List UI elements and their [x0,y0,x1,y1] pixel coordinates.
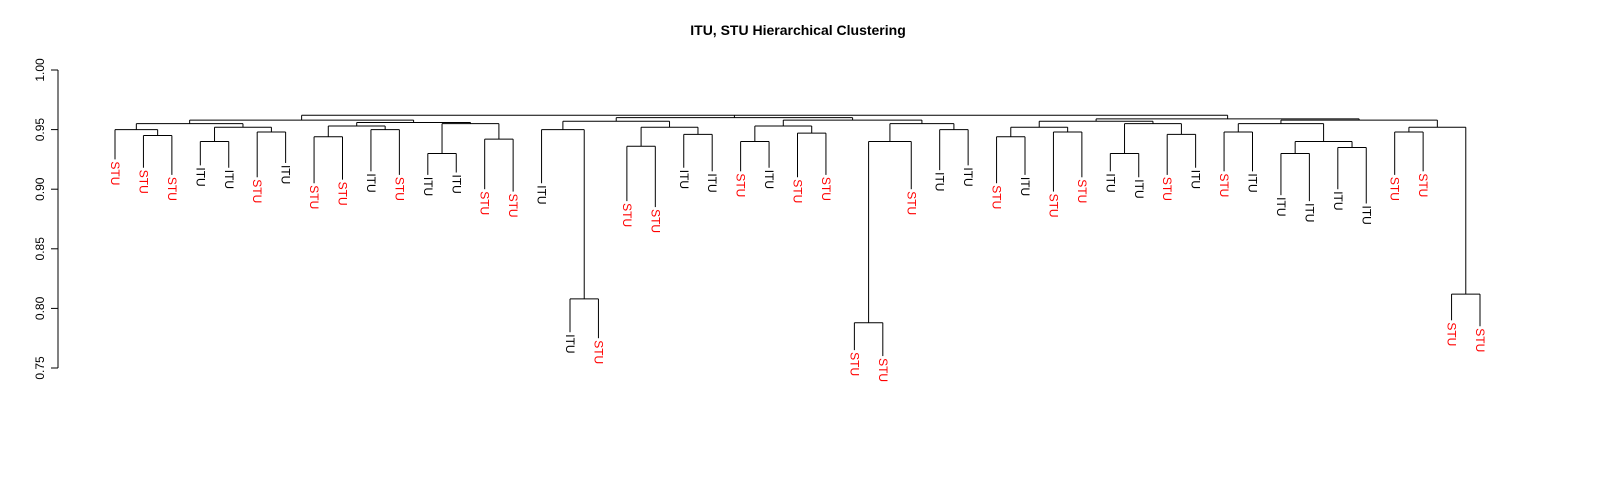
leaf-label: ITU [961,167,975,186]
leaf-label: STU [307,185,321,209]
leaf-label: STU [819,177,833,201]
leaf-label: STU [250,179,264,203]
leaf-label: STU [136,170,150,194]
leaf-label: ITU [563,334,577,353]
leaf-label: STU [1046,194,1060,218]
leaf-label: ITU [421,177,435,196]
leaf-label: ITU [705,173,719,192]
leaf-label: STU [1416,173,1430,197]
leaf-label: STU [165,177,179,201]
leaf-label: ITU [1189,170,1203,189]
leaf-label: STU [791,179,805,203]
leaf-label: ITU [535,185,549,204]
leaf-label: STU [904,191,918,215]
leaf-label: STU [336,182,350,206]
leaf-label: STU [1075,179,1089,203]
leaf-label: ITU [1103,173,1117,192]
chart-title: ITU, STU Hierarchical Clustering [690,22,906,38]
leaf-label: ITU [677,170,691,189]
leaf-label: ITU [762,170,776,189]
leaf-label: STU [648,209,662,233]
leaf-label: STU [1160,177,1174,201]
y-tick-label: 0.90 [33,177,47,201]
y-tick-label: 0.85 [33,237,47,261]
leaf-label: STU [990,185,1004,209]
leaf-label: ITU [933,172,947,191]
leaf-label: STU [876,358,890,382]
leaf-label: ITU [1018,177,1032,196]
leaf-label: STU [506,194,520,218]
leaf-label: STU [620,203,634,227]
leaf-label: STU [591,340,605,364]
y-tick-label: 0.95 [33,118,47,142]
leaf-label: ITU [449,175,463,194]
leaf-label: STU [478,191,492,215]
y-tick-label: 0.75 [33,356,47,380]
leaf-label: ITU [1246,173,1260,192]
leaf-label: ITU [1132,179,1146,198]
leaf-label: ITU [1331,191,1345,210]
leaf-label: ITU [364,173,378,192]
leaf-label: STU [1388,177,1402,201]
leaf-label: STU [1217,173,1231,197]
y-tick-label: 1.00 [33,58,47,82]
leaf-label: ITU [1274,197,1288,216]
leaf-label: ITU [222,170,236,189]
leaf-label: STU [1473,328,1487,352]
leaf-label: STU [1445,322,1459,346]
leaf-label: STU [734,173,748,197]
leaf-label: ITU [1302,203,1316,222]
leaf-label: STU [847,352,861,376]
leaf-label: ITU [1359,206,1373,225]
leaf-label: ITU [279,165,293,184]
leaf-label: ITU [193,167,207,186]
leaf-label: STU [392,177,406,201]
leaf-label: STU [108,161,122,185]
y-tick-label: 0.80 [33,296,47,320]
